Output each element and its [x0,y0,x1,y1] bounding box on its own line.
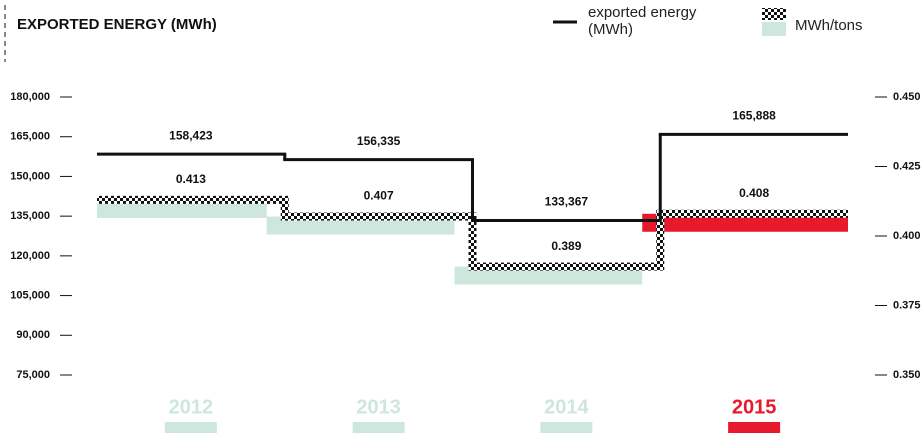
y-tick-label: 105,000 [10,289,50,301]
chart-title: EXPORTED ENERGY (MWh) [17,16,217,33]
y-tick-label: 150,000 [10,170,50,182]
energy-label: 165,888 [732,109,776,123]
legend-dots [762,8,786,20]
x-tick-bar [352,422,405,433]
x-tick-bar [164,422,217,433]
ratio-label: 0.408 [739,186,769,200]
ratio-label: 0.389 [551,239,581,253]
y-tick-label: 180,000 [10,91,50,103]
legend-label: exported energy (MWh) [588,4,697,38]
y-tick-label: 75,000 [16,369,50,381]
x-tick-label: 2012 [169,396,214,418]
ratio-band [266,216,455,235]
ratio-band [97,199,267,218]
legend-band [762,22,786,36]
y2-tick-label: 0.400 [893,230,921,242]
energy-label: 133,367 [545,195,589,209]
y-tick-label: 165,000 [10,131,50,143]
energy-label: 156,335 [357,134,401,148]
y-tick-label: 135,000 [10,210,50,222]
ratio-connector [280,195,289,221]
y2-tick-label: 0.350 [893,369,921,381]
x-tick-bar [540,422,593,433]
ratio-label: 0.407 [364,189,394,203]
x-tick-bar [728,422,781,433]
legend-label: MWh/tons [795,17,863,34]
energy-label: 158,423 [169,128,213,142]
ratio-step [284,212,473,221]
ratio-label: 0.413 [176,172,206,186]
ratio-step [472,262,661,271]
y2-tick-label: 0.375 [893,299,921,311]
ratio-connector [656,209,665,271]
y2-tick-label: 0.425 [893,160,921,172]
ratio-connector [468,212,477,271]
ratio-band [642,213,848,232]
y2-tick-label: 0.450 [893,91,921,103]
ratio-band [454,266,643,285]
ratio-step [97,195,285,204]
x-tick-label: 2015 [732,396,777,418]
ratio-step [660,209,848,218]
x-tick-label: 2014 [544,396,589,418]
y-tick-label: 90,000 [16,329,50,341]
x-tick-label: 2013 [356,396,401,418]
y-tick-label: 120,000 [10,250,50,262]
